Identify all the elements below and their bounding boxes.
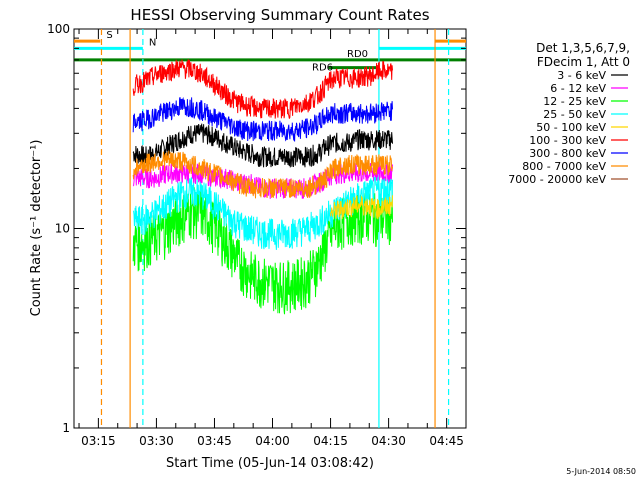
marker-group: S N RD0 RD6 bbox=[74, 30, 466, 74]
x-tick-label: 03:30 bbox=[139, 434, 174, 448]
x-tick-label: 04:00 bbox=[255, 434, 290, 448]
x-tick-label: 04:30 bbox=[371, 434, 406, 448]
state-marker-label: RD0 bbox=[347, 49, 368, 60]
y-tick-label: 100 bbox=[47, 22, 70, 36]
series-line bbox=[132, 59, 393, 120]
state-marker-label: N bbox=[149, 37, 156, 48]
y-axis: 1 10 100 bbox=[47, 22, 466, 435]
series-line bbox=[330, 195, 393, 220]
state-marker-label: RD6 bbox=[312, 63, 333, 74]
legend-label: 800 - 7000 keV bbox=[522, 160, 606, 173]
x-tick-label: 03:45 bbox=[197, 434, 232, 448]
series-line bbox=[132, 150, 393, 199]
series-line bbox=[132, 96, 393, 142]
legend-label: 50 - 100 keV bbox=[536, 121, 606, 134]
x-axis-label: Start Time (05-Jun-14 03:08:42) bbox=[166, 456, 374, 471]
series-line bbox=[132, 123, 393, 168]
footer-date: 5-Jun-2014 08:50 bbox=[566, 467, 636, 476]
legend: Det 1,3,5,6,7,9, FDecim 1, Att 0 3 - 6 k… bbox=[508, 41, 630, 186]
state-marker-label: S bbox=[106, 30, 112, 41]
legend-label: 3 - 6 keV bbox=[557, 69, 606, 82]
chart-title: HESSI Observing Summary Count Rates bbox=[130, 6, 429, 24]
y-axis-label: Count Rate (s⁻¹ detector⁻¹) bbox=[29, 140, 44, 317]
series-group bbox=[132, 59, 393, 315]
x-axis: 03:15 03:30 03:45 04:00 04:15 04:30 04:45 bbox=[78, 29, 467, 448]
x-tick-label: 04:45 bbox=[429, 434, 464, 448]
legend-label: 12 - 25 keV bbox=[543, 95, 606, 108]
y-tick-label: 10 bbox=[55, 222, 70, 236]
legend-label: 6 - 12 keV bbox=[550, 82, 606, 95]
x-tick-label: 04:15 bbox=[313, 434, 348, 448]
legend-label: 300 - 800 keV bbox=[529, 147, 606, 160]
legend-header-line-2: FDecim 1, Att 0 bbox=[537, 55, 630, 69]
legend-label: 7000 - 20000 keV bbox=[508, 173, 606, 186]
legend-header-line-1: Det 1,3,5,6,7,9, bbox=[536, 41, 630, 55]
x-tick-label: 03:15 bbox=[81, 434, 116, 448]
y-tick-label: 1 bbox=[62, 421, 70, 435]
legend-label: 100 - 300 keV bbox=[529, 134, 606, 147]
legend-label: 25 - 50 keV bbox=[543, 108, 606, 121]
series-line bbox=[132, 187, 393, 315]
